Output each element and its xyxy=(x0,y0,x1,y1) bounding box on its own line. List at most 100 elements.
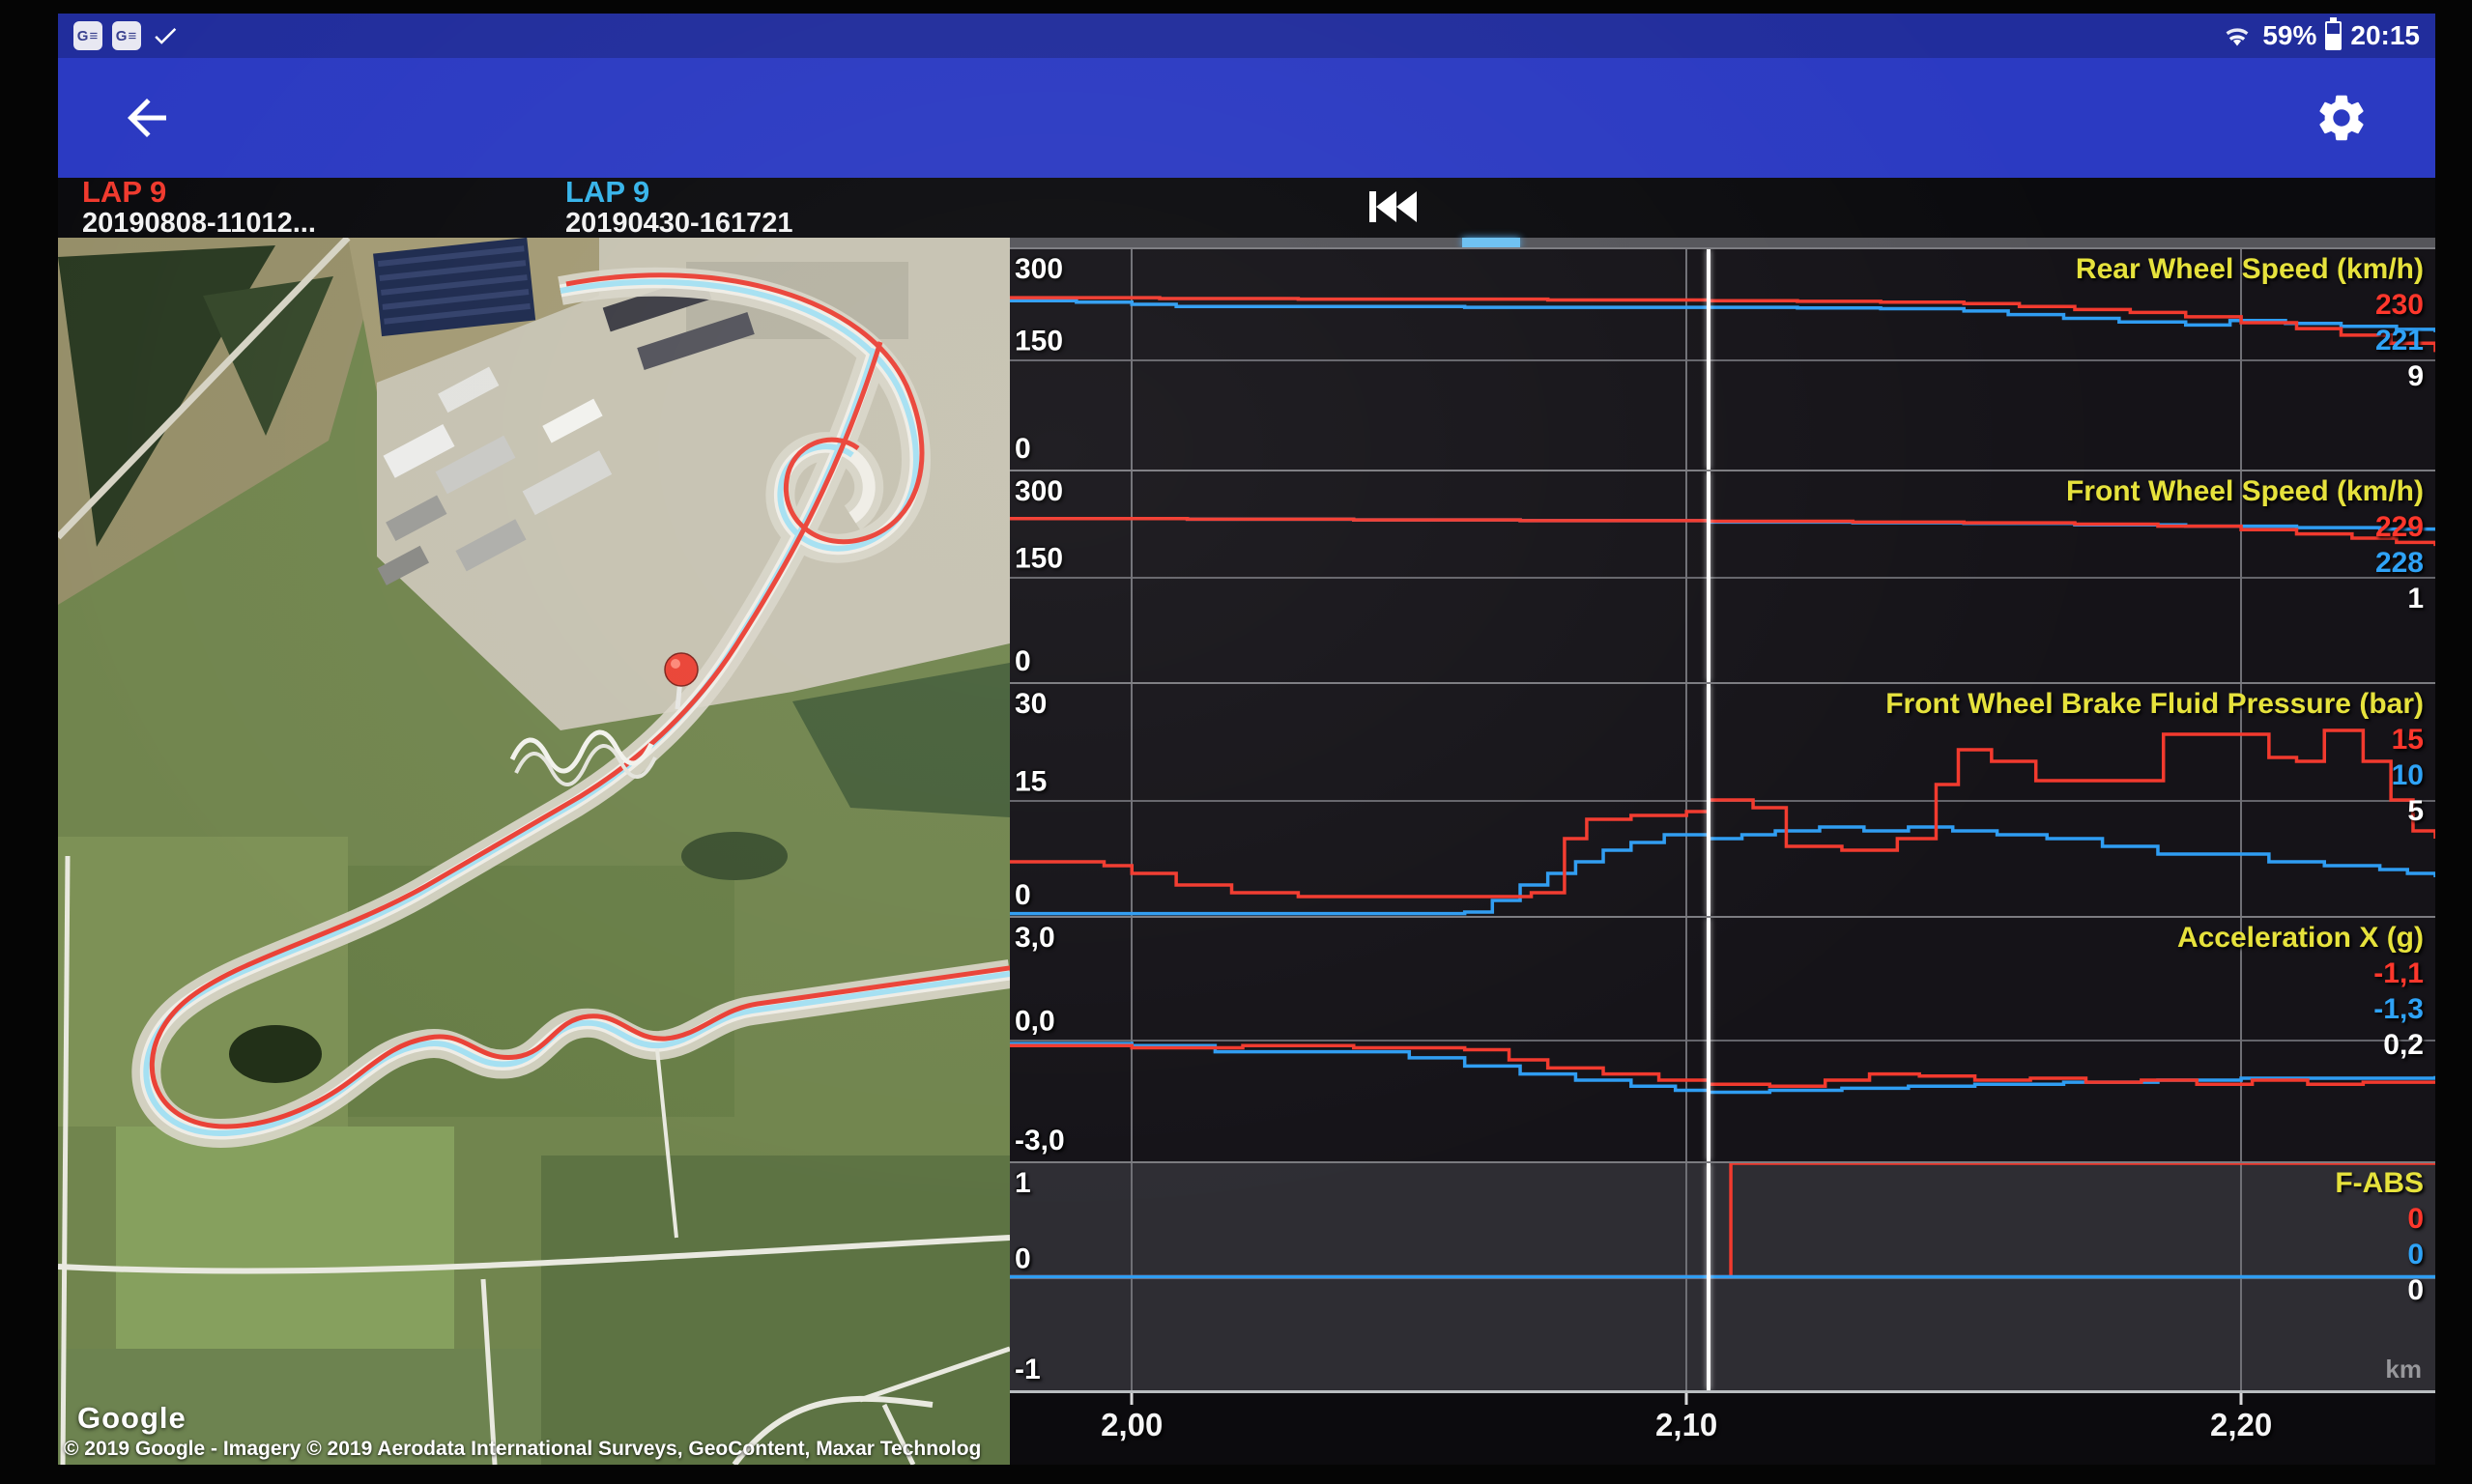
vertical-gridline xyxy=(1131,471,1134,682)
chart-title: Rear Wheel Speed (km/h) xyxy=(2075,253,2424,285)
wifi-icon xyxy=(2226,28,2249,46)
chart-title: Front Wheel Brake Fluid Pressure (bar) xyxy=(1885,688,2424,720)
y-tick: 15 xyxy=(1015,765,1048,798)
notification-icons: G≡ G≡ xyxy=(73,21,180,50)
skip-to-start-button[interactable] xyxy=(1367,187,1418,226)
y-tick: -1 xyxy=(1015,1354,1041,1385)
battery-icon xyxy=(2325,17,2343,50)
lap-a-session: 20190808-11012... xyxy=(82,208,316,239)
trace-lap-20190808 xyxy=(1010,730,2435,897)
lap-a-label: LAP 9 xyxy=(82,175,167,209)
chart-rear-wheel-speed[interactable]: 300 150 0 Rear Wheel Speed (km/h) 230 22… xyxy=(1010,247,2435,470)
y-tick: 3,0 xyxy=(1015,922,1055,954)
cursor-value-red: 0 xyxy=(2407,1203,2424,1235)
cursor-line[interactable] xyxy=(1707,684,1711,916)
lap-b-session: 20190430-161721 xyxy=(565,208,793,239)
vertical-gridline xyxy=(1685,684,1688,916)
trace-lap-20190808 xyxy=(1010,1163,2435,1277)
y-tick: 30 xyxy=(1015,688,1048,720)
vertical-gridline xyxy=(1685,471,1688,682)
x-tick-label: 2,10 xyxy=(1655,1407,1718,1442)
app-bar xyxy=(58,58,2435,178)
chart-lines xyxy=(1010,249,2435,470)
chart-title: Front Wheel Speed (km/h) xyxy=(2065,475,2424,507)
x-axis: 2,00 2,10 2,20 xyxy=(1010,1393,2435,1465)
chart-brake-pressure[interactable]: 30 15 0 Front Wheel Brake Fluid Pressure… xyxy=(1010,682,2435,916)
chart-lines xyxy=(1010,684,2435,916)
lap-a-header[interactable]: LAP 9 20190808-11012... xyxy=(82,175,316,239)
map-attribution: © 2019 Google - Imagery © 2019 Aerodata … xyxy=(64,1438,982,1460)
lap-b-header[interactable]: LAP 9 20190430-161721 xyxy=(565,175,793,239)
chart-lines xyxy=(1010,1163,2435,1390)
google-news-icon: G≡ xyxy=(73,21,102,50)
chart-front-wheel-speed[interactable]: 300 150 0 Front Wheel Speed (km/h) 229 2… xyxy=(1010,470,2435,682)
cursor-value-blue: 228 xyxy=(2374,547,2424,579)
y-tick: 0,0 xyxy=(1015,1005,1055,1038)
trace-lap-20190808 xyxy=(1010,298,2435,352)
cursor-value-white: 0 xyxy=(2407,1274,2424,1306)
x-tick-mark xyxy=(1684,1393,1688,1405)
satellite-map-image xyxy=(58,238,1010,1465)
chart-title: Acceleration X (g) xyxy=(2176,922,2424,954)
vertical-gridline xyxy=(1131,684,1134,916)
x-tick-mark xyxy=(1130,1393,1134,1405)
y-tick: 0 xyxy=(1015,1242,1031,1275)
clock: 20:15 xyxy=(2350,20,2420,50)
trace-lap-20190808 xyxy=(1010,519,2435,546)
cursor-value-blue: 0 xyxy=(2407,1239,2424,1270)
cursor-value-white: 9 xyxy=(2407,360,2424,392)
cursor-value-white: 5 xyxy=(2407,795,2424,827)
check-icon xyxy=(155,27,177,44)
cursor-line[interactable] xyxy=(1707,1163,1711,1390)
tablet-screen: G≡ G≡ 59% 20:15 LAP 9 20190808-11012... xyxy=(58,14,2435,1465)
chart-f-abs[interactable]: 1 0 -1 F-ABS 0 0 0 km xyxy=(1010,1161,2435,1393)
cursor-value-red: 15 xyxy=(2391,724,2424,756)
cursor-value-red: 229 xyxy=(2374,511,2424,543)
trace-lap-20190430 xyxy=(1010,827,2435,914)
cursor-value-red: 230 xyxy=(2374,289,2424,321)
google-news-icon: G≡ xyxy=(112,21,141,50)
vertical-gridline xyxy=(2240,684,2243,916)
cursor-line[interactable] xyxy=(1707,918,1711,1161)
y-tick: 150 xyxy=(1015,542,1064,575)
y-tick: 1 xyxy=(1015,1167,1031,1199)
y-tick: 0 xyxy=(1015,645,1031,677)
chart-title: F-ABS xyxy=(2335,1167,2424,1199)
lap-scrub-bar[interactable] xyxy=(1010,238,2435,247)
cursor-value-white: 0,2 xyxy=(2383,1029,2424,1061)
x-tick-mark xyxy=(2239,1393,2243,1405)
track-map[interactable]: Google © 2019 Google - Imagery © 2019 Ae… xyxy=(58,238,1010,1465)
y-tick: 300 xyxy=(1015,253,1064,285)
x-tick-label: 2,20 xyxy=(2209,1407,2273,1442)
y-tick: 150 xyxy=(1015,325,1064,357)
y-tick: 0 xyxy=(1015,433,1031,465)
lap-header-row: LAP 9 20190808-11012... LAP 9 20190430-1… xyxy=(58,175,2435,239)
cursor-value-blue: 10 xyxy=(2391,759,2424,791)
vertical-gridline xyxy=(1131,918,1134,1161)
vertical-gridline xyxy=(2240,471,2243,682)
scrub-position-indicator[interactable] xyxy=(1461,238,1521,247)
gridline xyxy=(1010,359,2435,361)
cursor-value-white: 1 xyxy=(2407,583,2424,614)
status-bar: G≡ G≡ 59% 20:15 xyxy=(58,14,2435,58)
cursor-value-blue: 221 xyxy=(2374,325,2424,357)
vertical-gridline xyxy=(2240,918,2243,1161)
back-button[interactable] xyxy=(118,89,176,147)
gridline xyxy=(1010,1040,2435,1042)
vertical-gridline xyxy=(1131,249,1134,470)
chart-acceleration-x[interactable]: 3,0 0,0 -3,0 Acceleration X (g) -1,1 -1,… xyxy=(1010,916,2435,1161)
gridline xyxy=(1010,577,2435,579)
x-tick-label: 2,00 xyxy=(1101,1407,1164,1442)
cursor-value-blue: -1,3 xyxy=(2373,993,2424,1025)
trace-lap-20190808 xyxy=(1010,1045,2435,1086)
settings-gear-icon[interactable] xyxy=(2314,90,2370,146)
position-marker xyxy=(664,652,699,710)
x-axis-unit: km xyxy=(2385,1355,2422,1384)
cursor-line[interactable] xyxy=(1707,249,1711,470)
cursor-line[interactable] xyxy=(1707,471,1711,682)
y-tick: -3,0 xyxy=(1015,1125,1065,1156)
telemetry-charts: 300 150 0 Rear Wheel Speed (km/h) 230 22… xyxy=(1010,238,2435,1465)
lap-b-label: LAP 9 xyxy=(565,175,650,209)
vertical-gridline xyxy=(2240,249,2243,470)
y-tick: 300 xyxy=(1015,475,1064,507)
